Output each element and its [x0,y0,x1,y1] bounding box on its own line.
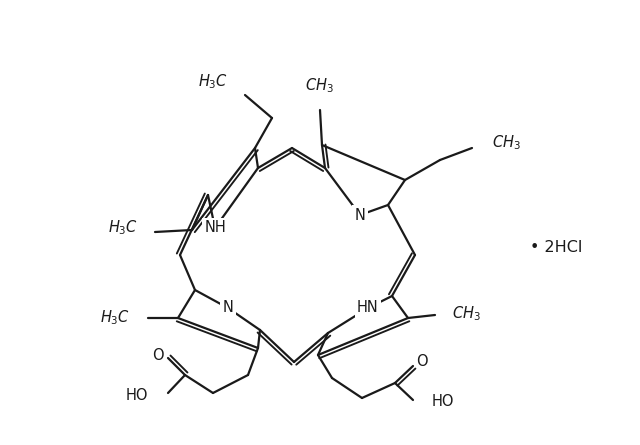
Text: N: N [223,300,234,316]
Text: $H_3C$: $H_3C$ [108,218,138,237]
Text: O: O [152,348,164,363]
Text: • 2HCl: • 2HCl [530,240,582,255]
Text: $CH_3$: $CH_3$ [305,76,333,95]
Text: O: O [416,355,428,369]
Text: HO: HO [432,395,454,409]
Text: NH: NH [204,221,226,235]
Text: $CH_3$: $CH_3$ [492,134,521,152]
Text: $H_3C$: $H_3C$ [100,309,130,328]
Text: N: N [355,207,365,222]
Text: $CH_3$: $CH_3$ [452,305,481,324]
Text: HO: HO [125,388,148,404]
Text: $H_3C$: $H_3C$ [198,73,228,91]
Text: HOH: HOH [0,444,1,445]
Text: HN: HN [357,300,379,316]
